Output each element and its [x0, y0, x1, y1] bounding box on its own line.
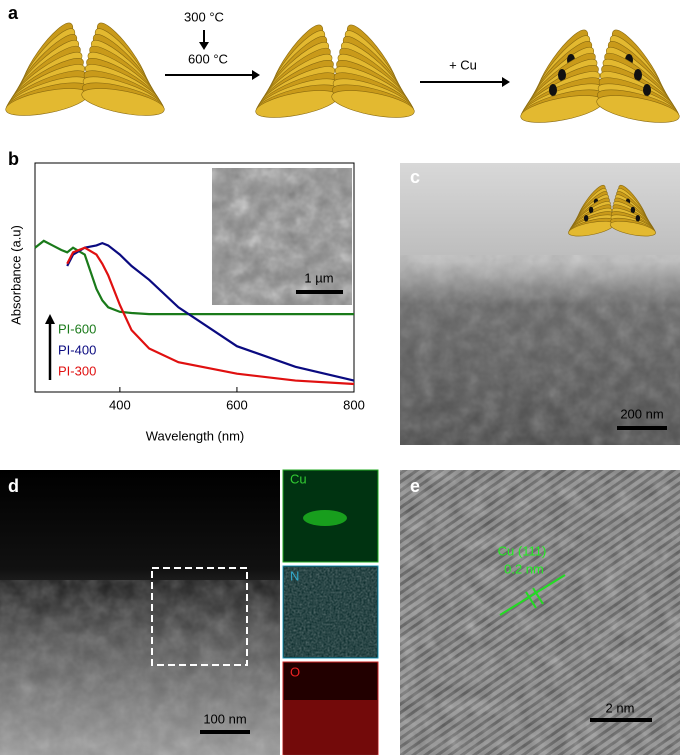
scale-bar-label: 100 nm	[203, 711, 246, 726]
cu-particle	[558, 69, 566, 81]
labels: a b c d e 300 °C 600 °C + Cu Wavelength …	[8, 3, 664, 727]
cu-particle	[588, 206, 594, 214]
map-label: O	[290, 664, 300, 679]
artwork	[0, 30, 680, 755]
arrow-head	[252, 70, 260, 80]
scale-bar-label: 2 nm	[606, 700, 635, 715]
hrtem-texture	[400, 470, 680, 755]
cu-particle	[634, 69, 642, 81]
step-label: + Cu	[449, 57, 477, 72]
x-tick-label: 600	[226, 397, 248, 412]
cu-particle	[643, 84, 651, 96]
step-label: 300 °C	[184, 9, 224, 24]
nanosheet	[331, 90, 415, 118]
legend-label: PI-600	[58, 321, 96, 336]
nanosheet	[81, 88, 165, 116]
selection-box	[151, 567, 248, 666]
tem-texture	[400, 255, 680, 445]
cu-particle	[583, 214, 589, 222]
step-label: 600 °C	[188, 51, 228, 66]
lattice-label: Cu (111)	[498, 543, 547, 558]
nanosheet	[609, 221, 656, 237]
nanosheet	[596, 95, 680, 123]
o-signal	[284, 700, 377, 754]
legend-label: PI-300	[58, 363, 96, 378]
x-axis-label: Wavelength (nm)	[146, 428, 245, 443]
scale-bar-label: 1 µm	[304, 270, 333, 285]
cu-particle	[549, 84, 557, 96]
cu-particle	[630, 206, 636, 214]
lattice-label: 0.2 nm	[504, 561, 544, 576]
lattice-marker	[525, 591, 537, 609]
map-label: N	[290, 568, 299, 583]
y-axis-label: Absorbance (a.u)	[8, 225, 23, 325]
legend-label: PI-400	[58, 342, 96, 357]
panel-label: e	[410, 476, 420, 496]
n-texture	[284, 567, 377, 657]
scale-bar-label: 200 nm	[620, 406, 663, 421]
haadf-texture	[0, 580, 280, 755]
x-tick-label: 800	[343, 397, 365, 412]
map-label: Cu	[290, 471, 307, 486]
arrow-head	[502, 77, 510, 87]
nanostructure	[568, 184, 656, 237]
panel-label: a	[8, 3, 19, 23]
x-tick-label: 400	[109, 397, 131, 412]
legend-arrow-head	[45, 314, 55, 324]
series-line	[66, 246, 355, 386]
panel-label: b	[8, 149, 19, 169]
plot-frame	[34, 162, 355, 393]
arrow-head	[199, 42, 209, 50]
nanostructure	[255, 24, 415, 118]
nanostructure	[520, 29, 680, 123]
cu-particle	[635, 214, 641, 222]
panel-label: d	[8, 476, 19, 496]
lattice-marker	[532, 587, 544, 605]
cu-signal	[303, 510, 347, 526]
series-line	[34, 239, 354, 316]
nanostructure	[5, 22, 165, 116]
panel-label: c	[410, 167, 420, 187]
lattice-marker	[499, 574, 566, 616]
sem-texture	[212, 168, 352, 305]
